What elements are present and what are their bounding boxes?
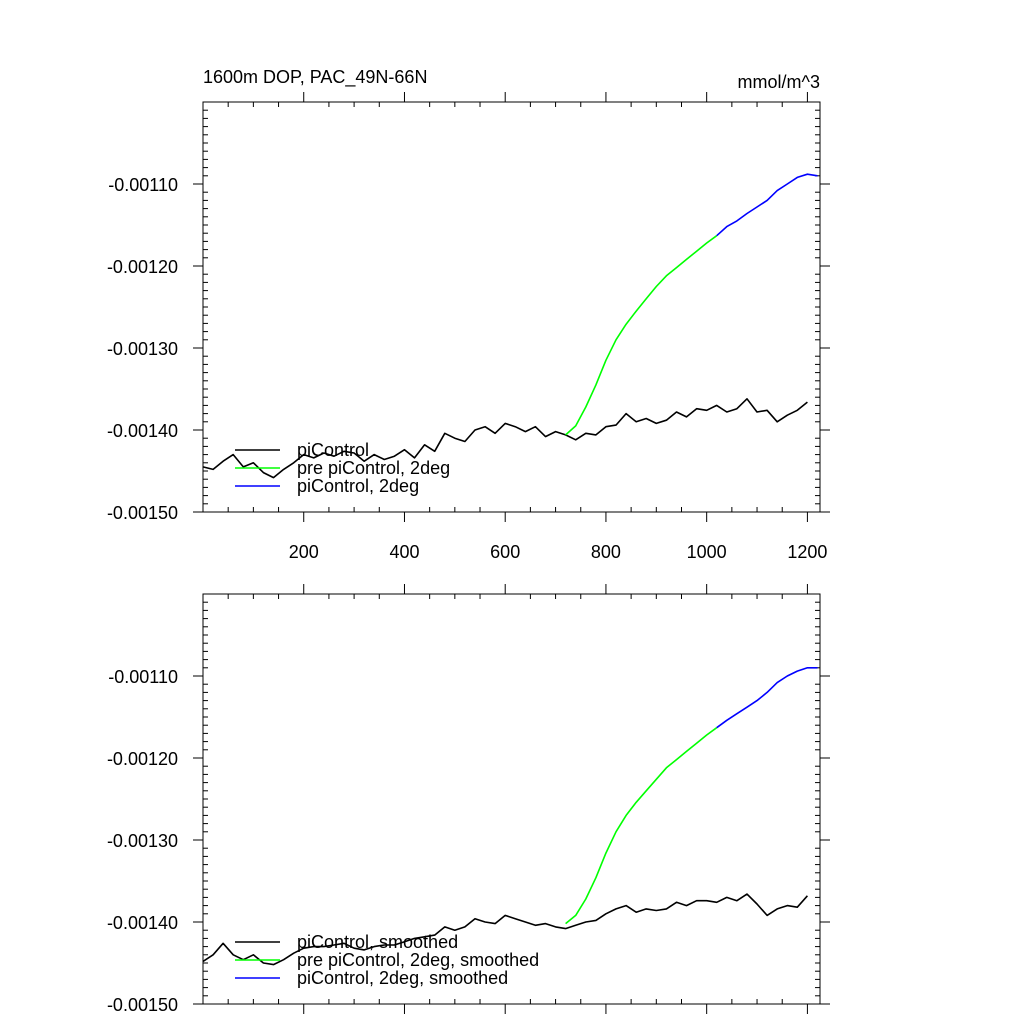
series-line-1-1	[565, 727, 718, 925]
x-tick-label: 200	[289, 542, 319, 562]
legend-label: piControl, 2deg	[297, 476, 419, 496]
series-line-0-2	[716, 173, 818, 237]
legend-label: piControl, smoothed	[297, 932, 458, 952]
series-line-0-1	[565, 235, 718, 436]
series-line-1-2	[716, 666, 818, 729]
y-tick-label: -0.00120	[107, 257, 178, 277]
legend-label: piControl, 2deg, smoothed	[297, 968, 508, 988]
y-tick-label: -0.00120	[107, 749, 178, 769]
chart-title: 1600m DOP, PAC_49N-66N	[203, 67, 427, 88]
y-tick-label: -0.00150	[107, 503, 178, 523]
x-tick-label: 1000	[687, 542, 727, 562]
plot-frame	[202, 593, 821, 1005]
y-tick-label: -0.00140	[107, 913, 178, 933]
x-tick-label: 400	[389, 542, 419, 562]
chart-panel-1: -0.00150 -0.00140 -0.00130 -0.00120 -0.00110…	[107, 92, 830, 562]
y-tick-label: -0.00130	[107, 339, 178, 359]
minor-ticks	[203, 102, 820, 512]
x-tick-label: 1200	[787, 542, 827, 562]
legend-label: pre piControl, 2deg	[297, 458, 450, 478]
legend-label: piControl	[297, 440, 369, 460]
chart-units: mmol/m^3	[738, 72, 820, 92]
y-tick-label: -0.00140	[107, 421, 178, 441]
series-line-1-0	[202, 893, 808, 966]
y-tick-label: -0.00150	[107, 995, 178, 1015]
plot-frame	[202, 101, 821, 513]
major-ticks	[193, 92, 830, 522]
y-tick-label: -0.00110	[108, 667, 178, 687]
y-tick-label: -0.00130	[107, 831, 178, 851]
chart-panel-2: -0.00150 -0.00140 -0.00130 -0.00120 -0.00110…	[107, 584, 830, 1015]
x-tick-label: 600	[490, 542, 520, 562]
legend-label: pre piControl, 2deg, smoothed	[297, 950, 539, 970]
minor-ticks	[203, 594, 820, 1004]
series-line-0-0	[202, 397, 808, 479]
x-tick-label: 800	[591, 542, 621, 562]
major-ticks	[193, 584, 830, 1014]
y-tick-label: -0.00110	[108, 175, 178, 195]
